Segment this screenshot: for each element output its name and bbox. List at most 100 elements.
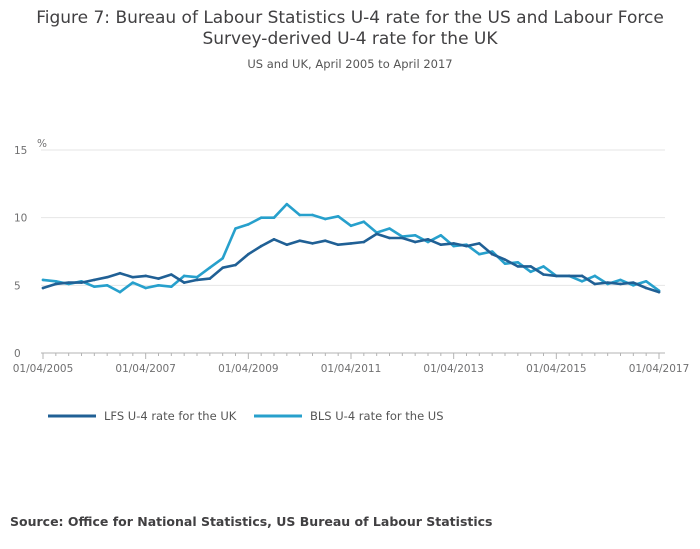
series-uk bbox=[41, 232, 661, 294]
data-point-uk bbox=[144, 274, 147, 278]
data-point-uk bbox=[272, 238, 276, 241]
data-point-us bbox=[247, 223, 250, 226]
data-point-uk bbox=[247, 252, 250, 256]
data-point-us bbox=[93, 285, 96, 288]
data-point-us bbox=[632, 284, 635, 287]
data-point-uk bbox=[118, 271, 122, 275]
data-point-uk bbox=[478, 242, 481, 245]
data-point-uk bbox=[182, 281, 186, 284]
data-point-us bbox=[413, 233, 417, 237]
data-point-us bbox=[259, 216, 263, 219]
data-point-us bbox=[208, 266, 212, 270]
data-point-uk bbox=[632, 281, 635, 284]
data-point-us bbox=[298, 213, 301, 217]
y-tick-label: 5 bbox=[14, 280, 21, 292]
data-point-us bbox=[580, 279, 584, 283]
data-point-uk bbox=[503, 258, 507, 261]
data-point-us bbox=[388, 227, 391, 230]
data-point-uk bbox=[567, 274, 571, 278]
data-point-us bbox=[324, 217, 327, 221]
data-point-us bbox=[118, 290, 122, 294]
data-point-us bbox=[503, 262, 507, 265]
chart-subtitle: US and UK, April 2005 to April 2017 bbox=[247, 57, 453, 71]
data-point-uk bbox=[439, 243, 443, 247]
data-point-uk bbox=[362, 240, 366, 244]
data-point-uk bbox=[426, 238, 430, 241]
data-point-us bbox=[529, 270, 532, 274]
data-point-us bbox=[272, 216, 276, 219]
gridlines bbox=[41, 149, 665, 286]
series-lines bbox=[41, 202, 661, 294]
data-point-us bbox=[362, 220, 366, 224]
data-point-us bbox=[426, 240, 430, 244]
data-point-uk bbox=[619, 282, 622, 286]
chart-title-line-2: Survey-derived U-4 rate for the UK bbox=[202, 29, 498, 49]
data-point-uk bbox=[401, 236, 404, 240]
data-point-us bbox=[311, 213, 314, 217]
data-point-us bbox=[644, 279, 648, 283]
data-point-uk bbox=[93, 278, 96, 282]
data-point-uk bbox=[131, 275, 135, 279]
data-point-us bbox=[542, 265, 545, 268]
data-point-uk bbox=[195, 278, 199, 282]
x-tick-label: 01/04/2011 bbox=[321, 363, 382, 375]
data-point-us bbox=[170, 285, 173, 288]
data-point-uk bbox=[105, 275, 109, 279]
data-point-uk bbox=[413, 240, 417, 244]
data-point-uk bbox=[311, 242, 314, 245]
y-tick-label: 0 bbox=[14, 348, 21, 360]
data-point-us bbox=[54, 279, 58, 283]
x-tick-label: 01/04/2015 bbox=[526, 363, 587, 375]
y-tick-label: 15 bbox=[14, 145, 27, 157]
data-point-us bbox=[516, 261, 520, 264]
data-point-us bbox=[593, 274, 597, 278]
data-point-uk bbox=[221, 266, 224, 270]
data-point-us bbox=[131, 281, 135, 284]
legend-item-uk[interactable]: LFS U-4 rate for the UK bbox=[48, 409, 237, 423]
chart-title-line-1: Figure 7: Bureau of Labour Statistics U-… bbox=[36, 8, 664, 28]
data-point-us bbox=[195, 275, 199, 279]
legend-label: BLS U-4 rate for the US bbox=[310, 409, 444, 423]
y-axis-label: % bbox=[37, 138, 47, 150]
data-point-uk bbox=[516, 265, 520, 268]
data-point-us bbox=[221, 256, 224, 260]
data-point-uk bbox=[490, 252, 494, 256]
data-point-us bbox=[182, 274, 186, 278]
legend-item-us[interactable]: BLS U-4 rate for the US bbox=[254, 409, 444, 423]
data-point-uk bbox=[41, 286, 45, 290]
data-point-us bbox=[41, 278, 45, 282]
legend-label: LFS U-4 rate for the UK bbox=[104, 409, 237, 423]
data-point-us bbox=[452, 244, 455, 248]
chart-title: Figure 7: Bureau of Labour Statistics U-… bbox=[0, 8, 700, 50]
data-point-uk bbox=[349, 242, 353, 245]
data-point-uk bbox=[555, 274, 558, 278]
data-point-uk bbox=[388, 236, 391, 240]
data-point-us bbox=[105, 284, 109, 287]
data-point-us bbox=[478, 252, 481, 256]
data-point-uk bbox=[580, 274, 584, 278]
data-point-us bbox=[336, 215, 340, 218]
data-point-uk bbox=[465, 244, 468, 248]
data-point-us bbox=[234, 227, 237, 230]
data-point-uk bbox=[157, 277, 160, 280]
data-point-uk bbox=[657, 290, 661, 294]
data-point-us bbox=[619, 278, 622, 282]
data-point-uk bbox=[375, 232, 378, 236]
data-point-uk bbox=[529, 265, 532, 268]
x-tick-label: 01/04/2017 bbox=[629, 363, 690, 375]
x-tick-label: 01/04/2005 bbox=[13, 363, 74, 375]
data-point-us bbox=[144, 286, 147, 290]
data-point-uk bbox=[80, 281, 83, 284]
y-tick-label: 10 bbox=[14, 213, 27, 225]
data-point-uk bbox=[452, 242, 455, 245]
x-tick-label: 01/04/2013 bbox=[423, 363, 484, 375]
data-point-uk bbox=[285, 243, 289, 247]
legend[interactable]: LFS U-4 rate for the UK BLS U-4 rate for … bbox=[48, 409, 444, 423]
data-point-us bbox=[349, 224, 353, 228]
data-point-uk bbox=[644, 286, 648, 290]
data-point-uk bbox=[234, 263, 237, 267]
data-point-uk bbox=[170, 273, 173, 276]
source-note: Source: Office for National Statistics, … bbox=[10, 514, 493, 529]
data-point-uk bbox=[67, 281, 70, 284]
